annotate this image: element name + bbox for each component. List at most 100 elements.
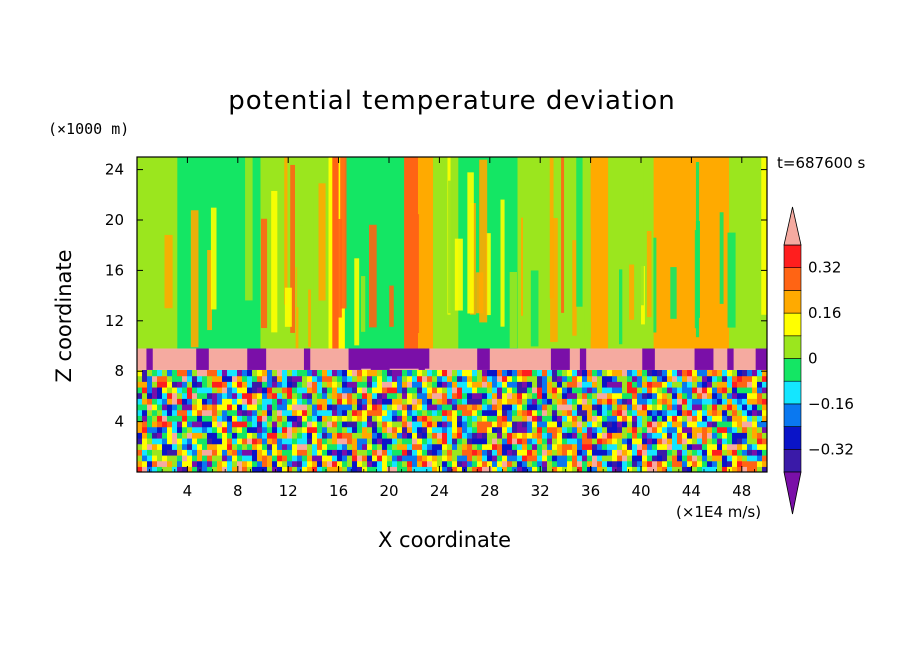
lower-cell [427, 392, 433, 399]
lower-cell [692, 437, 698, 445]
lower-cell [177, 375, 183, 382]
lower-cell [387, 398, 393, 405]
lower-cell [167, 369, 173, 377]
lower-cell [597, 426, 603, 433]
lower-cell [152, 415, 158, 422]
lower-cell [727, 392, 733, 399]
lower-cell [707, 466, 713, 472]
lower-cell [592, 432, 598, 439]
lower-cell [542, 460, 548, 467]
lower-cell [727, 386, 733, 394]
lower-cell [337, 437, 343, 445]
lower-cell [497, 460, 503, 467]
lower-cell [497, 398, 503, 405]
lower-cell [697, 466, 703, 472]
lower-cell [457, 420, 463, 428]
lower-cell [332, 466, 338, 472]
lower-cell [157, 420, 163, 428]
lower-cell [542, 426, 548, 433]
lower-cell [242, 415, 248, 422]
lower-cell [732, 432, 738, 439]
lower-cell [567, 466, 573, 472]
lower-cell [262, 398, 268, 405]
lower-cell [487, 443, 493, 450]
lower-cell [177, 443, 183, 450]
lower-cell [312, 466, 318, 472]
lower-cell [682, 437, 688, 445]
lower-cell [167, 392, 173, 399]
lower-cell [247, 443, 253, 450]
inversion-band [137, 348, 767, 370]
lower-cell [437, 381, 443, 388]
lower-cell [552, 415, 558, 422]
lower-cell [282, 443, 288, 450]
lower-cell [307, 432, 313, 439]
lower-cell [232, 375, 238, 382]
lower-cell [677, 432, 683, 439]
lower-cell [202, 443, 208, 450]
lower-cell [627, 420, 633, 428]
lower-cell [227, 409, 233, 416]
lower-cell [737, 443, 743, 450]
lower-cell [632, 460, 638, 467]
lower-cell [697, 398, 703, 405]
lower-cell [517, 443, 523, 450]
lower-cell [492, 437, 498, 445]
lower-cell [617, 386, 623, 394]
lower-cell [652, 409, 658, 416]
lower-cell [327, 443, 333, 450]
lower-cell [472, 420, 478, 428]
lower-cell [557, 381, 563, 388]
lower-cell [297, 443, 303, 450]
lower-cell [392, 466, 398, 472]
lower-cell [617, 420, 623, 428]
lower-cell [537, 460, 543, 467]
lower-cell [657, 443, 663, 450]
lower-cell [322, 409, 328, 416]
lower-cell [707, 381, 713, 388]
lower-cell [502, 409, 508, 416]
lower-cell [307, 369, 313, 377]
lower-cell [417, 386, 423, 394]
lower-cell [352, 369, 358, 377]
lower-cell [142, 398, 148, 405]
lower-cell [742, 420, 748, 428]
lower-cell [372, 466, 378, 472]
lower-cell [662, 381, 668, 388]
colorbar-tick-label: 0 [808, 350, 818, 368]
lower-cell [472, 432, 478, 439]
lower-cell [492, 381, 498, 388]
upper-streak [602, 213, 607, 339]
lower-cell [327, 392, 333, 399]
lower-cell [402, 403, 408, 411]
lower-cell [722, 386, 728, 394]
lower-cell [692, 466, 698, 472]
lower-cell [612, 449, 618, 456]
upper-streak [486, 233, 491, 316]
lower-cell [672, 381, 678, 388]
lower-cell [232, 437, 238, 445]
lower-cell [707, 443, 713, 450]
lower-cell [497, 381, 503, 388]
lower-cell [462, 403, 468, 411]
lower-cell [322, 381, 328, 388]
lower-cell [147, 392, 153, 399]
lower-cell [492, 426, 498, 433]
lower-cell [477, 392, 483, 399]
lower-cell [157, 449, 163, 456]
lower-cell [392, 432, 398, 439]
lower-cell [347, 386, 353, 394]
lower-cell [757, 398, 763, 405]
lower-cell [207, 426, 213, 433]
lower-cell [332, 443, 338, 450]
lower-cell [607, 443, 613, 450]
upper-streak [521, 217, 523, 316]
lower-cell [137, 466, 143, 472]
lower-cell [367, 386, 373, 394]
lower-cell [507, 386, 513, 394]
lower-cell [577, 454, 583, 462]
lower-cell [547, 409, 553, 416]
colorbar: 0.320.160−0.16−0.32 [783, 206, 854, 515]
lower-cell [242, 409, 248, 416]
lower-cell [137, 426, 143, 433]
